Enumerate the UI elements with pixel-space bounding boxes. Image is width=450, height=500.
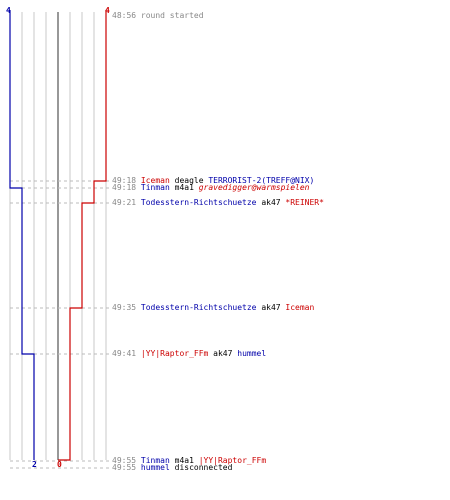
event-row: 49:18 Iceman deagle TERRORIST-2(TREFF@NI… [112,176,314,186]
event-text: Tinman [140,183,170,192]
event-guide-lines [10,180,110,469]
event-row: 48:56 round started [112,11,204,21]
event-row: 49:55 Tinman m4a1 |YY|Raptor_FFm [112,456,266,466]
event-text: ak47 [256,198,286,207]
t-start-count-label: 4 [105,6,110,15]
event-text: deagle [169,176,209,185]
ct-end-count-label: 2 [32,460,37,469]
event-time: 49:55 [112,456,141,465]
event-time: 49:21 [112,198,141,207]
team-lines [9,10,107,461]
event-text: Iceman [285,303,315,312]
ct-alive-line [9,10,35,460]
event-time: 49:18 [112,183,141,192]
player-grid [9,12,107,460]
event-text: Todesstern-Richtschuetze [140,303,257,312]
event-text: Iceman [140,176,170,185]
event-text: gravedigger@warmspielen [198,183,310,192]
event-text: round started [140,11,204,20]
event-row: 49:21 Todesstern-Richtschuetze ak47 *REI… [112,198,324,208]
event-text: TERRORIST-2(TREFF@NIX) [208,176,315,185]
event-text: hummel [140,463,170,472]
event-time: 49:41 [112,349,141,358]
event-row: 49:18 Tinman m4a1 gravedigger@warmspiele… [112,183,310,193]
event-time: 49:35 [112,303,141,312]
event-text: m4a1 [169,183,199,192]
event-text: hummel [237,349,267,358]
event-text: |YY|Raptor_FFm [140,349,209,358]
event-text: |YY|Raptor_FFm [198,456,267,465]
event-text: ak47 [256,303,286,312]
event-text: *REINER* [285,198,324,207]
event-row: 49:41 |YY|Raptor_FFm ak47 hummel [112,349,266,359]
t-end-count-label: 0 [57,460,62,469]
event-time: 49:18 [112,176,141,185]
event-time: 48:56 [112,11,141,20]
ct-start-count-label: 4 [6,6,11,15]
event-time: 49:55 [112,463,141,472]
event-row: 49:55 hummel disconnected [112,463,232,473]
event-text: disconnected [169,463,233,472]
event-text: Todesstern-Richtschuetze [140,198,257,207]
event-text: Tinman [140,456,170,465]
event-text: ak47 [208,349,238,358]
t-alive-line [58,10,107,461]
event-text: m4a1 [169,456,199,465]
event-row: 49:35 Todesstern-Richtschuetze ak47 Icem… [112,303,314,313]
